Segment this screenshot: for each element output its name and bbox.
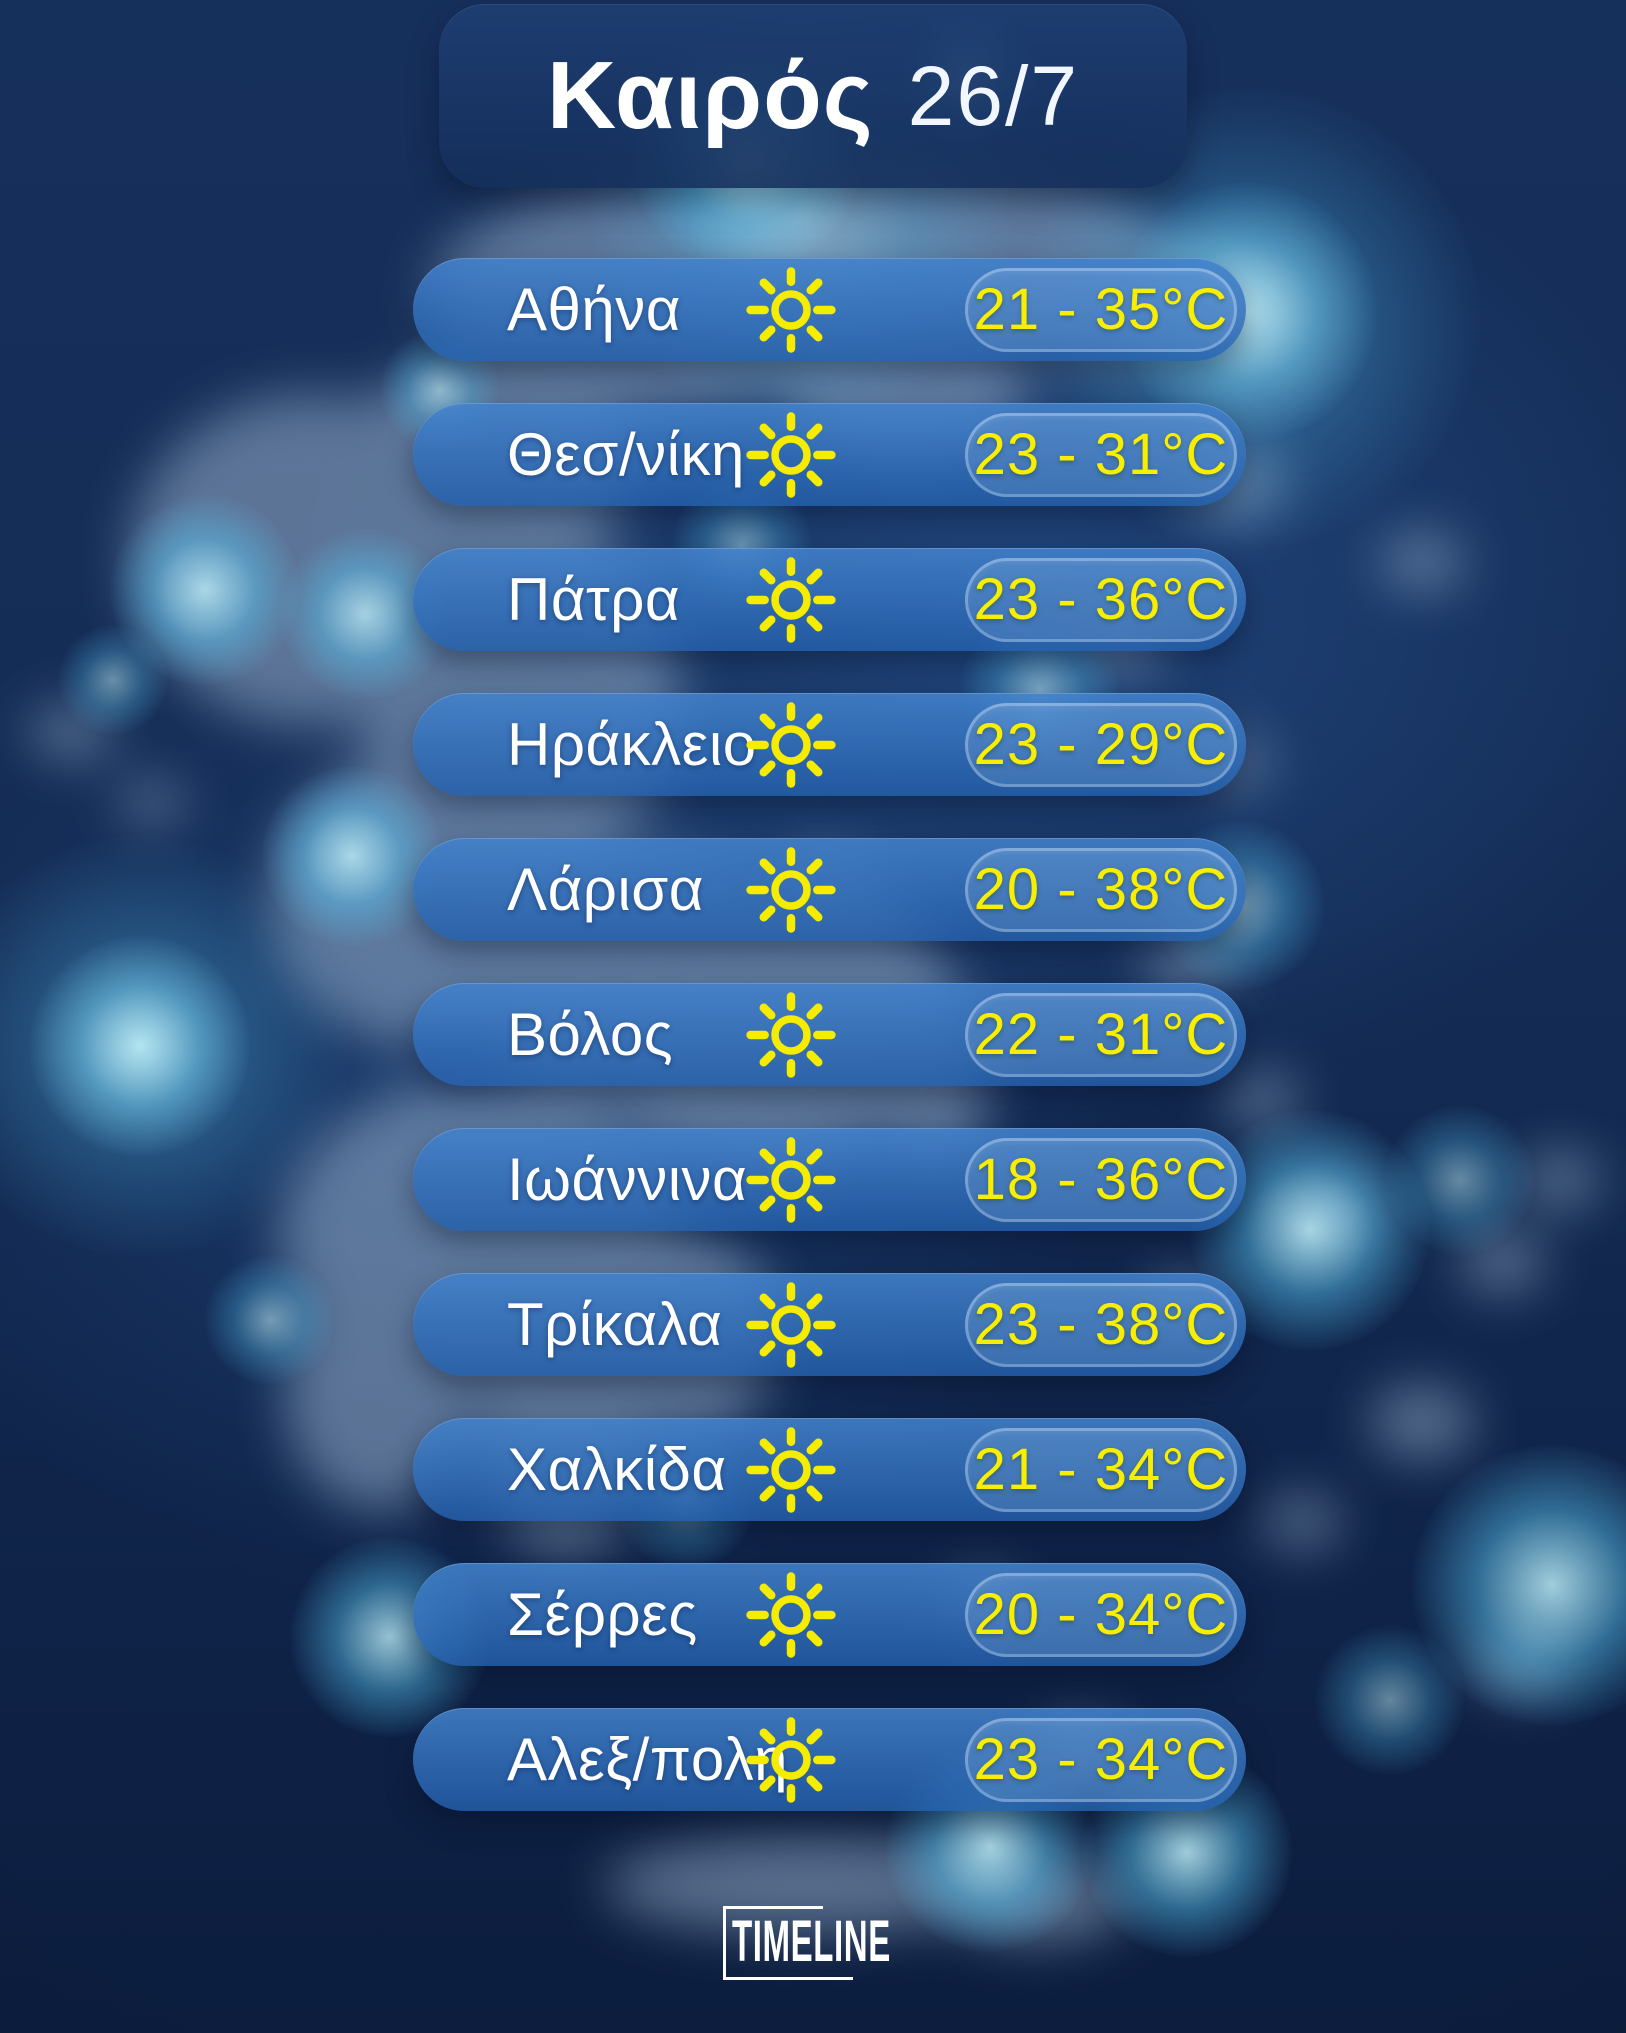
temperature-pill: 18 - 36°C	[965, 1137, 1237, 1222]
temperature-range: 20 - 38°C	[973, 857, 1229, 922]
temperature-range: 18 - 36°C	[973, 1147, 1229, 1212]
sun-icon	[746, 1571, 836, 1658]
sun-icon	[746, 1281, 836, 1368]
city-name: Αθήνα	[507, 276, 681, 343]
temperature-range: 23 - 29°C	[973, 712, 1229, 777]
temperature-pill: 23 - 38°C	[965, 1282, 1237, 1367]
city-name: Σέρρες	[507, 1581, 698, 1648]
temperature-pill: 21 - 34°C	[965, 1427, 1237, 1512]
weather-row: Πάτρα 23 - 36°C	[413, 548, 1246, 651]
logo-frame-top	[723, 1906, 823, 1909]
sun-icon	[746, 846, 836, 933]
logo-frame-left	[723, 1906, 726, 1980]
timeline-logo-text: TIMELINE	[732, 1909, 891, 1974]
city-name: Θεσ/νίκη	[507, 421, 745, 488]
weather-row: Αθήνα 21 - 35°C	[413, 258, 1246, 361]
temperature-pill: 20 - 38°C	[965, 847, 1237, 932]
weather-row: Σέρρες 20 - 34°C	[413, 1563, 1246, 1666]
weather-row: Χαλκίδα 21 - 34°C	[413, 1418, 1246, 1521]
temperature-pill: 23 - 29°C	[965, 702, 1237, 787]
temperature-range: 22 - 31°C	[973, 1002, 1229, 1067]
city-name: Τρίκαλα	[507, 1291, 723, 1358]
weather-row: Ιωάννινα 18 - 36°C	[413, 1128, 1246, 1231]
weather-rows: Αθήνα 21 - 35°C Θεσ/νίκη	[413, 258, 1246, 1853]
weather-row: Αλεξ/πολη 23 - 34°C	[413, 1708, 1246, 1811]
temperature-pill: 21 - 35°C	[965, 267, 1237, 352]
temperature-range: 23 - 36°C	[973, 567, 1229, 632]
weather-row: Θεσ/νίκη 23 - 31°C	[413, 403, 1246, 506]
temperature-range: 21 - 35°C	[973, 277, 1229, 342]
page-title: Καιρός	[546, 42, 874, 149]
temperature-pill: 20 - 34°C	[965, 1572, 1237, 1657]
temperature-pill: 23 - 31°C	[965, 412, 1237, 497]
temperature-range: 23 - 38°C	[973, 1292, 1229, 1357]
temperature-range: 20 - 34°C	[973, 1582, 1229, 1647]
city-name: Πάτρα	[507, 566, 681, 633]
weather-row: Λάρισα 20 - 38°C	[413, 838, 1246, 941]
temperature-range: 21 - 34°C	[973, 1437, 1229, 1502]
sun-icon	[746, 991, 836, 1078]
temperature-pill: 23 - 34°C	[965, 1717, 1237, 1802]
city-name: Βόλος	[507, 1001, 674, 1068]
header-date: 26/7	[907, 48, 1080, 143]
city-name: Χαλκίδα	[507, 1436, 727, 1503]
city-name: Λάρισα	[507, 856, 704, 923]
city-name: Ηράκλειο	[507, 711, 757, 778]
weather-row: Τρίκαλα 23 - 38°C	[413, 1273, 1246, 1376]
logo-frame-bottom	[723, 1977, 853, 1980]
temperature-range: 23 - 31°C	[973, 422, 1229, 487]
city-name: Αλεξ/πολη	[507, 1726, 788, 1793]
sun-icon	[746, 411, 836, 498]
temperature-range: 23 - 34°C	[973, 1727, 1229, 1792]
timeline-logo: TIMELINE	[723, 1906, 923, 1980]
temperature-pill: 23 - 36°C	[965, 557, 1237, 642]
sun-icon	[746, 701, 836, 788]
weather-row: Βόλος 22 - 31°C	[413, 983, 1246, 1086]
city-name: Ιωάννινα	[507, 1146, 748, 1213]
sun-icon	[746, 1716, 836, 1803]
sun-icon	[746, 266, 836, 353]
sun-icon	[746, 1136, 836, 1223]
temperature-pill: 22 - 31°C	[965, 992, 1237, 1077]
header-panel: Καιρός 26/7	[439, 4, 1187, 188]
weather-row: Ηράκλειο 23 - 29°C	[413, 693, 1246, 796]
sun-icon	[746, 556, 836, 643]
sun-icon	[746, 1426, 836, 1513]
